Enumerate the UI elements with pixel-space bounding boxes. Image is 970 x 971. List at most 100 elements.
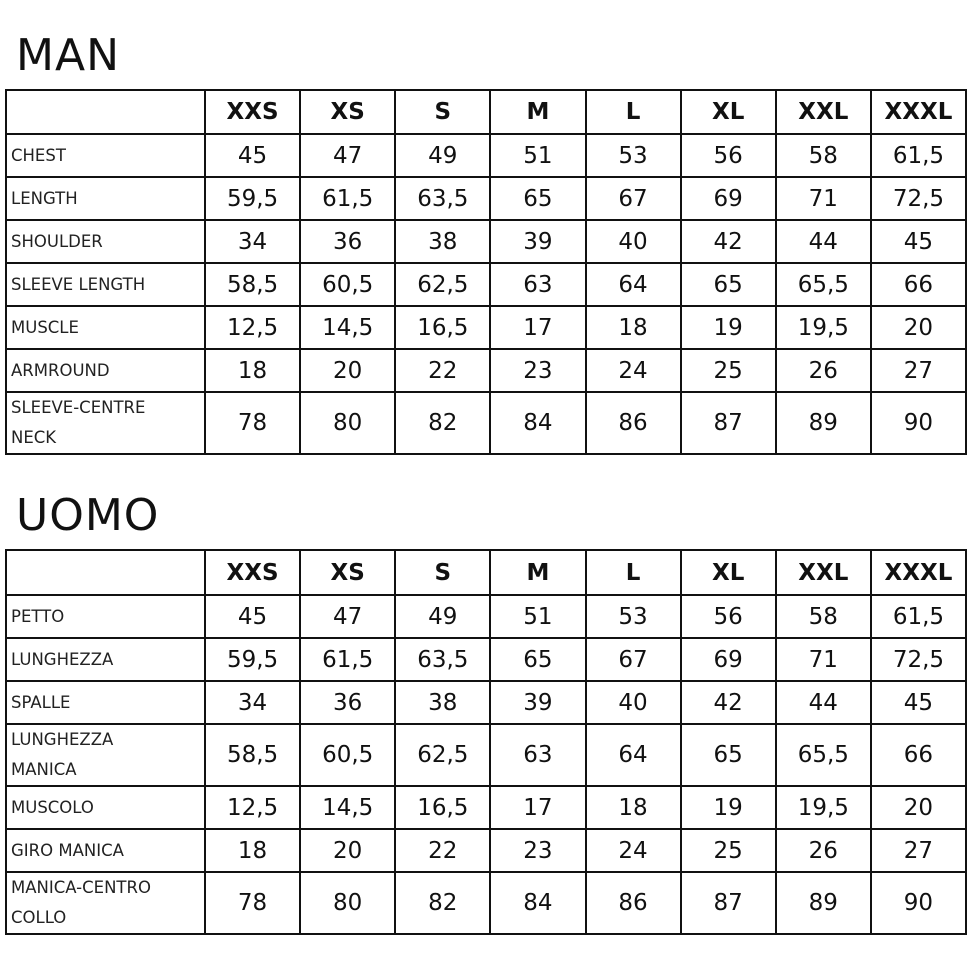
table-row: SLEEVE LENGTH 58,5 60,5 62,5 63 64 65 65,5 66 [5, 262, 968, 307]
measurement-cell: 38 [394, 219, 492, 264]
measurement-cell: 27 [869, 348, 968, 393]
measurement-cell: 62,5 [394, 262, 492, 307]
row-label: MUSCOLO [5, 785, 206, 830]
measurement-cell: 59,5 [203, 176, 302, 221]
table-row: ARMROUND 18 20 22 23 24 25 26 27 [5, 348, 968, 393]
measurement-cell: 14,5 [299, 305, 397, 350]
measurement-cell: 67 [584, 637, 682, 682]
measurement-cell: 47 [299, 133, 397, 178]
size-header-xs: XS [299, 89, 397, 135]
measurement-cell: 19 [679, 785, 777, 830]
table-row: LUNGHEZZA 59,5 61,5 63,5 65 67 69 71 72,5 [5, 637, 968, 682]
table-row: SHOULDER 34 36 38 39 40 42 44 45 [5, 219, 968, 264]
measurement-cell: 20 [869, 305, 968, 350]
measurement-cell: 53 [584, 133, 682, 178]
size-header-xl: XL [679, 89, 777, 135]
measurement-cell: 36 [299, 680, 397, 725]
measurement-cell: 63 [489, 723, 587, 787]
measurement-cell: 23 [489, 348, 587, 393]
table-row: SLEEVE-CENTRE NECK 78 80 82 84 86 87 89 90 [5, 391, 968, 455]
row-label: LENGTH [5, 176, 206, 221]
table-row: SPALLE 34 36 38 39 40 42 44 45 [5, 680, 968, 725]
table-row: MUSCLE 12,5 14,5 16,5 17 18 19 19,5 20 [5, 305, 968, 350]
measurement-cell: 19,5 [774, 305, 872, 350]
measurement-cell: 18 [584, 785, 682, 830]
measurement-cell: 45 [869, 680, 968, 725]
size-header-xxs: XXS [203, 549, 302, 596]
measurement-cell: 86 [584, 391, 682, 455]
row-label: GIRO MANICA [5, 828, 206, 873]
measurement-cell: 18 [584, 305, 682, 350]
row-label: SLEEVE-CENTRE NECK [5, 391, 206, 455]
measurement-cell: 71 [774, 637, 872, 682]
measurement-cell: 20 [299, 828, 397, 873]
measurement-cell: 69 [679, 176, 777, 221]
measurement-cell: 53 [584, 594, 682, 639]
measurement-cell: 24 [584, 828, 682, 873]
row-label: SLEEVE LENGTH [5, 262, 206, 307]
measurement-cell: 45 [869, 219, 968, 264]
size-header-xxl: XXL [774, 89, 872, 135]
size-header-xs: XS [299, 549, 397, 596]
measurement-cell: 82 [394, 871, 492, 935]
measurement-cell: 65 [679, 262, 777, 307]
measurement-cell: 25 [679, 348, 777, 393]
measurement-cell: 23 [489, 828, 587, 873]
size-header-xxxl: XXXL [869, 549, 968, 596]
measurement-cell: 19,5 [774, 785, 872, 830]
measurement-cell: 61,5 [869, 133, 968, 178]
measurement-cell: 87 [679, 391, 777, 455]
measurement-cell: 80 [299, 871, 397, 935]
measurement-cell: 86 [584, 871, 682, 935]
measurement-cell: 61,5 [299, 637, 397, 682]
measurement-cell: 90 [869, 871, 968, 935]
man-title: MAN [16, 30, 120, 81]
size-header-xxxl: XXXL [869, 89, 968, 135]
measurement-cell: 64 [584, 723, 682, 787]
measurement-cell: 17 [489, 305, 587, 350]
measurement-cell: 90 [869, 391, 968, 455]
uomo-size-table: XXS XS S M L XL XXL XXXL PETTO 45 47 49 51 53 56 58 61,5… [5, 549, 968, 935]
header-row: XXS XS S M L XL XXL XXXL [5, 89, 968, 135]
measurement-cell: 45 [203, 133, 302, 178]
table-row: LENGTH 59,5 61,5 63,5 65 67 69 71 72,5 [5, 176, 968, 221]
size-header-xxl: XXL [774, 549, 872, 596]
measurement-cell: 18 [203, 828, 302, 873]
measurement-cell: 61,5 [869, 594, 968, 639]
measurement-cell: 67 [584, 176, 682, 221]
row-label: MANICA-CENTRO COLLO [5, 871, 206, 935]
measurement-cell: 63,5 [394, 176, 492, 221]
measurement-cell: 16,5 [394, 785, 492, 830]
measurement-cell: 84 [489, 391, 587, 455]
measurement-cell: 20 [299, 348, 397, 393]
measurement-cell: 34 [203, 680, 302, 725]
measurement-cell: 65 [679, 723, 777, 787]
measurement-cell: 20 [869, 785, 968, 830]
size-header-m: M [489, 89, 587, 135]
measurement-cell: 39 [489, 219, 587, 264]
measurement-cell: 56 [679, 133, 777, 178]
measurement-cell: 34 [203, 219, 302, 264]
measurement-cell: 14,5 [299, 785, 397, 830]
measurement-cell: 49 [394, 594, 492, 639]
measurement-cell: 84 [489, 871, 587, 935]
measurement-cell: 64 [584, 262, 682, 307]
measurement-cell: 47 [299, 594, 397, 639]
measurement-cell: 45 [203, 594, 302, 639]
row-label: SHOULDER [5, 219, 206, 264]
measurement-cell: 63 [489, 262, 587, 307]
measurement-cell: 69 [679, 637, 777, 682]
measurement-cell: 38 [394, 680, 492, 725]
measurement-cell: 40 [584, 219, 682, 264]
row-label: MUSCLE [5, 305, 206, 350]
measurement-cell: 19 [679, 305, 777, 350]
measurement-cell: 58,5 [203, 262, 302, 307]
row-label: SPALLE [5, 680, 206, 725]
measurement-cell: 12,5 [203, 785, 302, 830]
corner-cell [5, 89, 206, 135]
measurement-cell: 24 [584, 348, 682, 393]
measurement-cell: 71 [774, 176, 872, 221]
measurement-cell: 26 [774, 348, 872, 393]
measurement-cell: 58,5 [203, 723, 302, 787]
measurement-cell: 80 [299, 391, 397, 455]
